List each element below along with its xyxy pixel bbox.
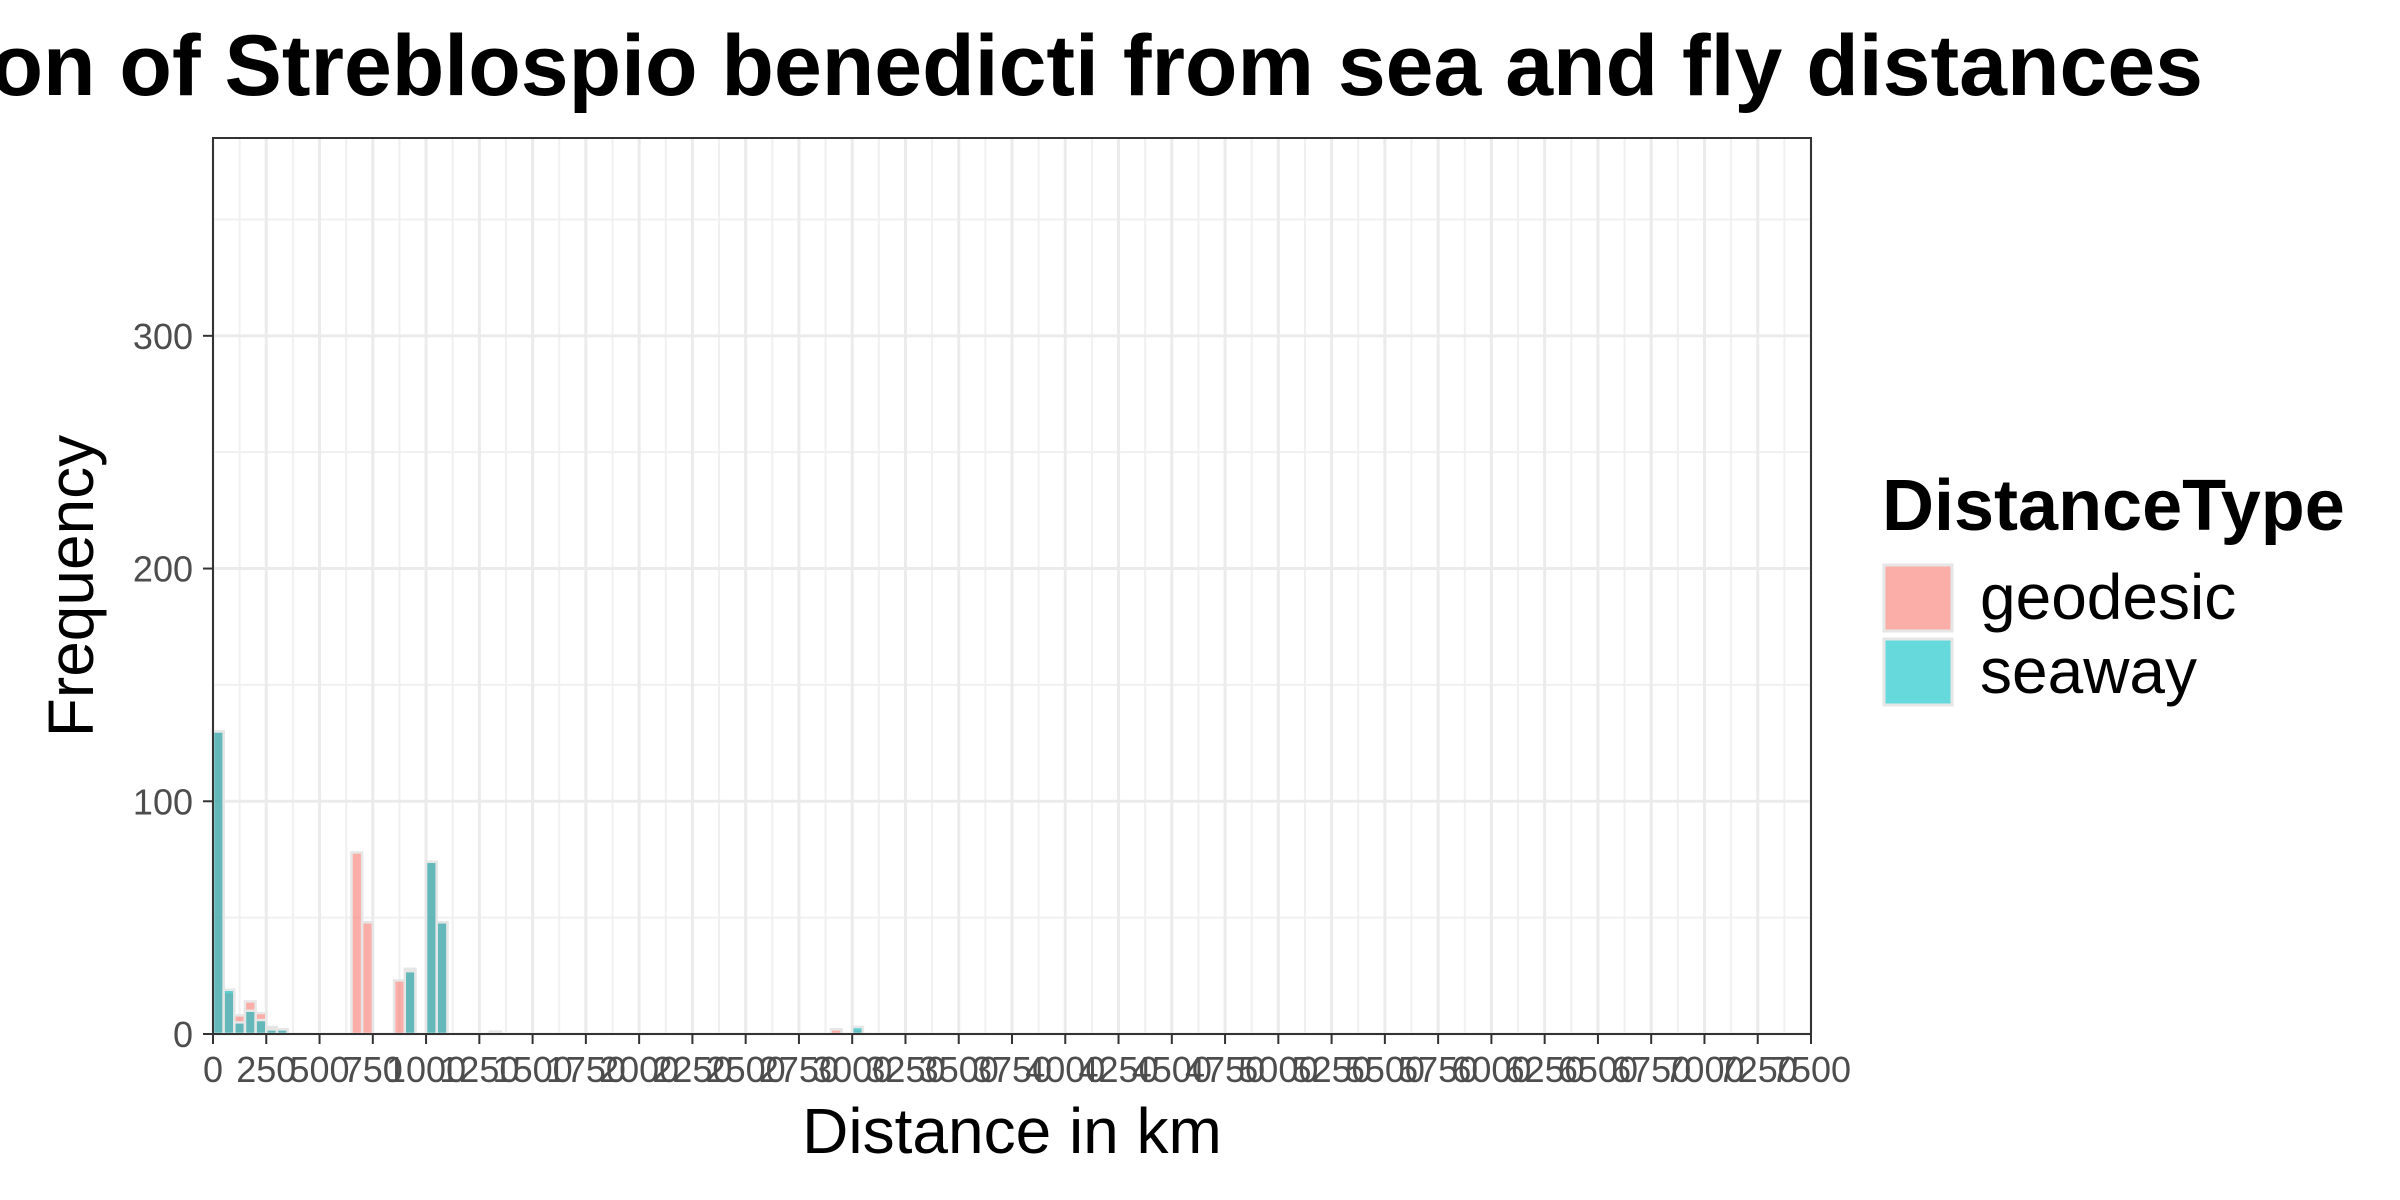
bar-seaway <box>403 969 417 1036</box>
plot-grid <box>211 138 1813 1036</box>
x-tick-label: 750 <box>343 1049 403 1090</box>
x-tick-label: 4750 <box>1185 1049 1265 1090</box>
bar-seaway <box>435 921 449 1036</box>
x-tick-label: 6250 <box>1505 1049 1585 1090</box>
x-tick-label: 0 <box>203 1049 223 1090</box>
bar-seaway <box>233 1021 247 1036</box>
x-tick-label: 5000 <box>1238 1049 1318 1090</box>
x-tick-label: 4500 <box>1132 1049 1212 1090</box>
x-tick-label: 1250 <box>439 1049 519 1090</box>
x-axis: 0 250500750100012501500175020002250250027… <box>203 1034 1851 1090</box>
x-tick-label: 6500 <box>1558 1049 1638 1090</box>
y-tick-label: 0 <box>173 1014 193 1055</box>
x-tick-label: 3250 <box>865 1049 945 1090</box>
x-tick-label: 3500 <box>919 1049 999 1090</box>
y-tick-label: 300 <box>133 316 193 357</box>
x-tick-label: 3750 <box>972 1049 1052 1090</box>
legend-title: DistanceType <box>1882 466 2345 546</box>
x-tick-label: 250 <box>236 1049 296 1090</box>
x-tick-label: 7500 <box>1771 1049 1851 1090</box>
y-axis: 0 100 200 300 <box>133 316 213 1055</box>
x-tick-label: 6000 <box>1451 1049 1531 1090</box>
bar-geodesic <box>392 979 407 1036</box>
x-tick-label: 1000 <box>386 1049 466 1090</box>
legend-label-seaway: seaway <box>1980 635 2197 707</box>
bar-seaway <box>850 1025 865 1036</box>
legend-key-geodesic <box>1882 563 1954 633</box>
bar-seaway <box>243 1009 257 1036</box>
x-tick-label: 1500 <box>493 1049 573 1090</box>
x-tick-label: 1750 <box>546 1049 626 1090</box>
x-tick-label: 500 <box>289 1049 349 1090</box>
y-tick-label: 100 <box>133 781 193 822</box>
x-tick-label: 6750 <box>1611 1049 1691 1090</box>
x-tick-label: 4000 <box>1025 1049 1105 1090</box>
plot-bars <box>211 730 865 1036</box>
bar-seaway <box>424 860 438 1036</box>
bar-geodesic <box>350 851 364 1036</box>
bar-geodesic <box>360 921 375 1036</box>
x-tick-label: 2500 <box>706 1049 786 1090</box>
x-tick-label: 2750 <box>759 1049 839 1090</box>
bar-seaway <box>211 730 225 1036</box>
x-tick-label: 3000 <box>812 1049 892 1090</box>
x-tick-label: 5750 <box>1398 1049 1478 1090</box>
x-tick-label: 4250 <box>1078 1049 1158 1090</box>
bar-seaway <box>222 988 236 1036</box>
y-tick-label: 200 <box>133 549 193 590</box>
x-tick-label: 5250 <box>1292 1049 1372 1090</box>
legend-key-seaway <box>1882 637 1954 707</box>
x-tick-label: 2000 <box>599 1049 679 1090</box>
x-tick-label: 7000 <box>1664 1049 1744 1090</box>
x-axis-title: Distance in km <box>802 1095 1222 1167</box>
x-tick-label: 7250 <box>1718 1049 1798 1090</box>
x-tick-label: 2250 <box>652 1049 732 1090</box>
legend-label-geodesic: geodesic <box>1980 561 2236 633</box>
chart-title: Distribution of Streblospio benedicti fr… <box>0 18 2203 114</box>
y-axis-title: Frequency <box>35 435 107 737</box>
x-tick-label: 5500 <box>1345 1049 1425 1090</box>
bar-seaway <box>254 1018 268 1036</box>
